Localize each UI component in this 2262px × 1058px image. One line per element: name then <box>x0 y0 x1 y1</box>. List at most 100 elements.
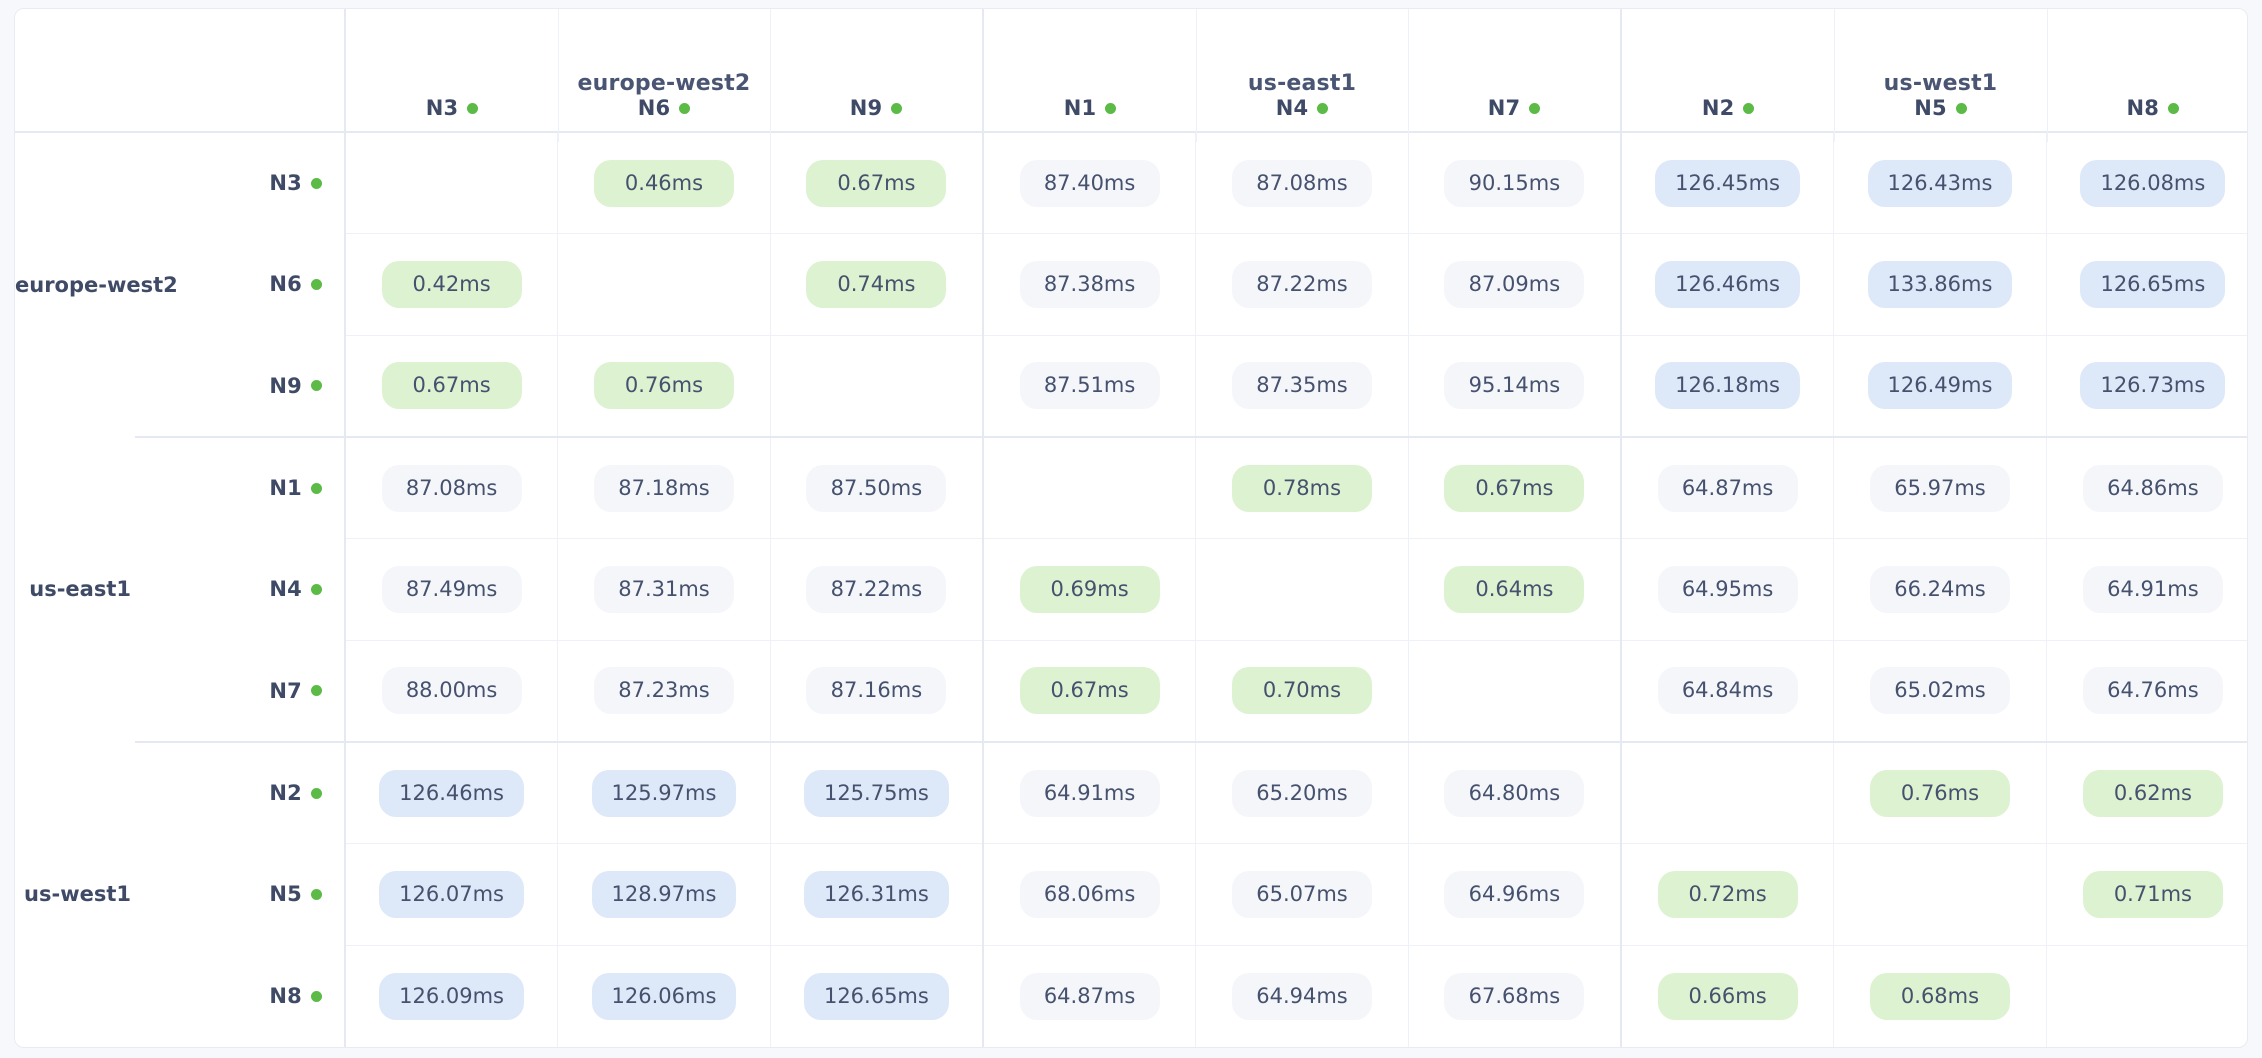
latency-cell-N3-to-N9[interactable]: 0.67ms <box>770 132 984 235</box>
latency-cell-N7-to-N7[interactable] <box>1408 640 1622 743</box>
latency-cell-N5-to-N7[interactable]: 64.96ms <box>1408 843 1622 946</box>
latency-cell-N4-to-N6[interactable]: 87.31ms <box>557 538 771 641</box>
latency-cell-N9-to-N4[interactable]: 87.35ms <box>1195 335 1409 438</box>
latency-cell-N6-to-N9[interactable]: 0.74ms <box>770 233 984 336</box>
latency-cell-N1-to-N5[interactable]: 65.97ms <box>1833 436 2047 540</box>
row-header-N7[interactable]: N7 <box>135 640 346 743</box>
latency-cell-N9-to-N5[interactable]: 126.49ms <box>1833 335 2047 438</box>
row-header-N6[interactable]: N6 <box>135 233 346 336</box>
latency-cell-N6-to-N2[interactable]: 126.46ms <box>1621 233 1835 336</box>
row-header-N8[interactable]: N8 <box>135 945 346 1047</box>
latency-cell-N2-to-N9[interactable]: 125.75ms <box>770 741 984 845</box>
latency-cell-N3-to-N5[interactable]: 126.43ms <box>1833 132 2047 235</box>
latency-cell-N5-to-N4[interactable]: 65.07ms <box>1195 843 1409 946</box>
latency-cell-N9-to-N3[interactable]: 0.67ms <box>345 335 559 438</box>
latency-cell-N8-to-N2[interactable]: 0.66ms <box>1621 945 1835 1047</box>
row-header-N1[interactable]: N1 <box>135 436 346 539</box>
column-header-N9[interactable]: N9 <box>770 9 982 142</box>
latency-cell-N2-to-N1[interactable]: 64.91ms <box>983 741 1197 845</box>
latency-cell-N1-to-N2[interactable]: 64.87ms <box>1621 436 1835 540</box>
latency-cell-N2-to-N2[interactable] <box>1621 741 1835 845</box>
row-header-N5[interactable]: N5 <box>135 843 346 946</box>
latency-cell-N7-to-N6[interactable]: 87.23ms <box>557 640 771 743</box>
column-header-N1[interactable]: N1 <box>984 96 1196 120</box>
latency-cell-N3-to-N1[interactable]: 87.40ms <box>983 132 1197 235</box>
latency-cell-N9-to-N1[interactable]: 87.51ms <box>983 335 1197 438</box>
latency-cell-N6-to-N1[interactable]: 87.38ms <box>983 233 1197 336</box>
latency-cell-N9-to-N2[interactable]: 126.18ms <box>1621 335 1835 438</box>
latency-cell-N4-to-N1[interactable]: 0.69ms <box>983 538 1197 641</box>
latency-cell-N1-to-N4[interactable]: 0.78ms <box>1195 436 1409 540</box>
latency-cell-N5-to-N9[interactable]: 126.31ms <box>770 843 984 946</box>
latency-cell-N2-to-N5[interactable]: 0.76ms <box>1833 741 2047 845</box>
latency-cell-N8-to-N6[interactable]: 126.06ms <box>557 945 771 1047</box>
latency-cell-N7-to-N9[interactable]: 87.16ms <box>770 640 984 743</box>
latency-cell-N6-to-N6[interactable] <box>557 233 771 336</box>
latency-cell-N6-to-N5[interactable]: 133.86ms <box>1833 233 2047 336</box>
latency-pill: 64.86ms <box>2082 464 2223 512</box>
latency-cell-N4-to-N9[interactable]: 87.22ms <box>770 538 984 641</box>
latency-cell-N9-to-N8[interactable]: 126.73ms <box>2046 335 2247 438</box>
column-header-N3[interactable]: N3 <box>346 96 558 120</box>
latency-cell-N7-to-N8[interactable]: 64.76ms <box>2046 640 2247 743</box>
row-header-N3[interactable]: N3 <box>135 132 346 234</box>
column-header-N4[interactable]: N4 <box>1196 9 1408 142</box>
latency-cell-N5-to-N1[interactable]: 68.06ms <box>983 843 1197 946</box>
latency-cell-N8-to-N5[interactable]: 0.68ms <box>1833 945 2047 1047</box>
latency-cell-N5-to-N5[interactable] <box>1833 843 2047 946</box>
latency-cell-N4-to-N8[interactable]: 64.91ms <box>2046 538 2247 641</box>
latency-cell-N6-to-N8[interactable]: 126.65ms <box>2046 233 2247 336</box>
latency-cell-N4-to-N7[interactable]: 0.64ms <box>1408 538 1622 641</box>
latency-cell-N6-to-N4[interactable]: 87.22ms <box>1195 233 1409 336</box>
latency-cell-N1-to-N6[interactable]: 87.18ms <box>557 436 771 540</box>
row-header-N4[interactable]: N4 <box>135 538 346 641</box>
latency-cell-N3-to-N3[interactable] <box>345 132 559 235</box>
latency-cell-N1-to-N7[interactable]: 0.67ms <box>1408 436 1622 540</box>
latency-cell-N4-to-N5[interactable]: 66.24ms <box>1833 538 2047 641</box>
latency-cell-N3-to-N6[interactable]: 0.46ms <box>557 132 771 235</box>
latency-cell-N4-to-N3[interactable]: 87.49ms <box>345 538 559 641</box>
column-header-N7[interactable]: N7 <box>1408 9 1620 142</box>
latency-cell-N2-to-N4[interactable]: 65.20ms <box>1195 741 1409 845</box>
latency-cell-N1-to-N3[interactable]: 87.08ms <box>345 436 559 540</box>
latency-cell-N7-to-N4[interactable]: 0.70ms <box>1195 640 1409 743</box>
latency-cell-N2-to-N8[interactable]: 0.62ms <box>2046 741 2247 845</box>
latency-cell-N7-to-N5[interactable]: 65.02ms <box>1833 640 2047 743</box>
latency-cell-N4-to-N4[interactable] <box>1195 538 1409 641</box>
latency-cell-N2-to-N7[interactable]: 64.80ms <box>1408 741 1622 845</box>
latency-cell-N7-to-N2[interactable]: 64.84ms <box>1621 640 1835 743</box>
latency-cell-N7-to-N3[interactable]: 88.00ms <box>345 640 559 743</box>
latency-cell-N5-to-N6[interactable]: 128.97ms <box>557 843 771 946</box>
row-header-N9[interactable]: N9 <box>135 335 346 438</box>
latency-cell-N3-to-N4[interactable]: 87.08ms <box>1195 132 1409 235</box>
latency-cell-N8-to-N1[interactable]: 64.87ms <box>983 945 1197 1047</box>
latency-cell-N8-to-N3[interactable]: 126.09ms <box>345 945 559 1047</box>
column-header-N5[interactable]: N5 <box>1834 9 2046 142</box>
latency-cell-N1-to-N1[interactable] <box>983 436 1197 540</box>
latency-cell-N8-to-N8[interactable] <box>2046 945 2247 1047</box>
latency-cell-N3-to-N7[interactable]: 90.15ms <box>1408 132 1622 235</box>
latency-cell-N1-to-N8[interactable]: 64.86ms <box>2046 436 2247 540</box>
latency-cell-N3-to-N2[interactable]: 126.45ms <box>1621 132 1835 235</box>
column-header-N8[interactable]: N8 <box>2046 9 2247 142</box>
latency-cell-N6-to-N7[interactable]: 87.09ms <box>1408 233 1622 336</box>
latency-cell-N7-to-N1[interactable]: 0.67ms <box>983 640 1197 743</box>
latency-cell-N8-to-N7[interactable]: 67.68ms <box>1408 945 1622 1047</box>
latency-cell-N9-to-N7[interactable]: 95.14ms <box>1408 335 1622 438</box>
latency-cell-N5-to-N2[interactable]: 0.72ms <box>1621 843 1835 946</box>
latency-cell-N8-to-N4[interactable]: 64.94ms <box>1195 945 1409 1047</box>
latency-cell-N4-to-N2[interactable]: 64.95ms <box>1621 538 1835 641</box>
latency-cell-N2-to-N3[interactable]: 126.46ms <box>345 741 559 845</box>
latency-cell-N9-to-N6[interactable]: 0.76ms <box>557 335 771 438</box>
latency-cell-N1-to-N9[interactable]: 87.50ms <box>770 436 984 540</box>
latency-cell-N2-to-N6[interactable]: 125.97ms <box>557 741 771 845</box>
latency-cell-N6-to-N3[interactable]: 0.42ms <box>345 233 559 336</box>
column-header-N6[interactable]: N6 <box>558 9 770 142</box>
latency-cell-N9-to-N9[interactable] <box>770 335 984 438</box>
latency-cell-N5-to-N3[interactable]: 126.07ms <box>345 843 559 946</box>
latency-cell-N8-to-N9[interactable]: 126.65ms <box>770 945 984 1047</box>
row-header-N2[interactable]: N2 <box>135 741 346 844</box>
latency-cell-N3-to-N8[interactable]: 126.08ms <box>2046 132 2247 235</box>
column-header-N2[interactable]: N2 <box>1622 96 1834 120</box>
latency-cell-N5-to-N8[interactable]: 0.71ms <box>2046 843 2247 946</box>
